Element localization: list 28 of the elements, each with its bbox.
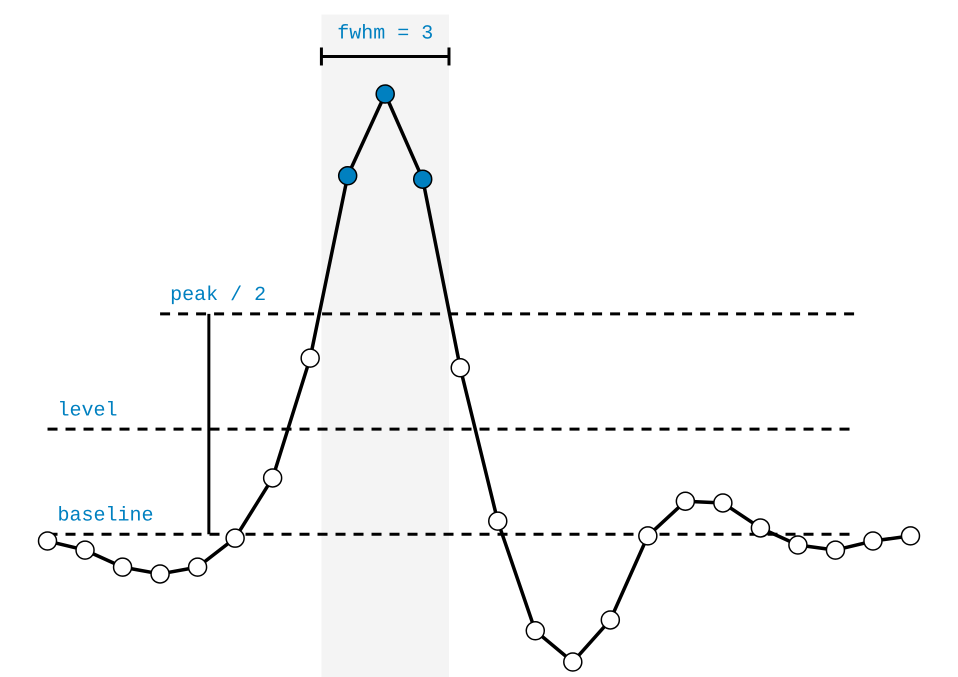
point: [526, 621, 546, 641]
point: [676, 492, 696, 512]
ref-line-label: level: [58, 399, 118, 422]
point: [900, 526, 920, 546]
point: [788, 535, 808, 555]
point: [188, 557, 208, 577]
ref-line-label: baseline: [58, 504, 154, 528]
point: [563, 652, 583, 672]
point: [826, 540, 846, 560]
point: [488, 511, 508, 531]
text: fwhm = 3: [337, 22, 434, 46]
point: [412, 169, 432, 189]
ref-line-label: peak / 2: [170, 284, 266, 308]
point: [300, 348, 320, 368]
point: [225, 528, 245, 548]
point: [600, 610, 620, 630]
point: [450, 358, 470, 378]
point: [38, 531, 58, 551]
point: [863, 531, 883, 551]
point: [112, 557, 132, 577]
point: [262, 468, 282, 488]
point: [638, 526, 658, 546]
point: [338, 166, 358, 186]
point: [75, 540, 95, 560]
point: [150, 564, 170, 584]
point: [713, 493, 733, 513]
point: [750, 518, 770, 538]
point: [375, 84, 395, 104]
